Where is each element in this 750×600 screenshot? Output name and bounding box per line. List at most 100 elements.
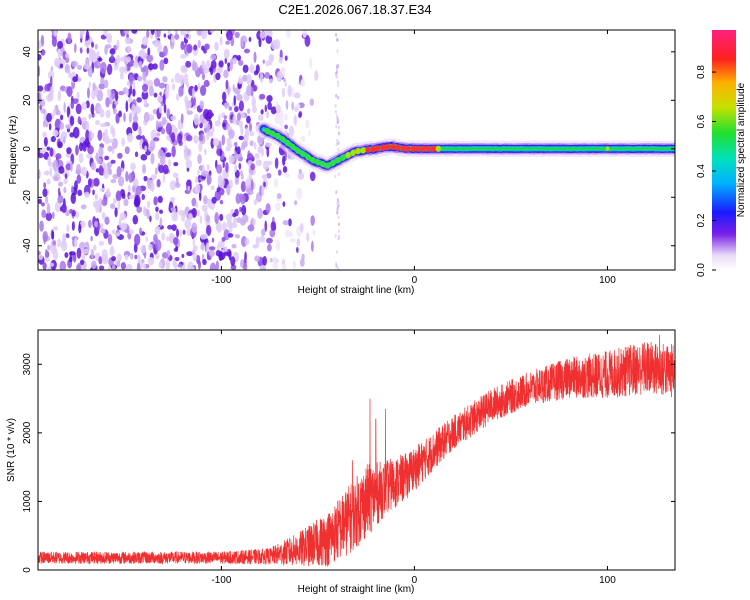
heatmap-noise-cell [257, 207, 263, 219]
heatmap-noise-cell [268, 78, 274, 84]
colorbar-tick-label: 0.0 [696, 263, 707, 277]
heatmap-noise-cell [195, 202, 199, 209]
heatmap-sparse-cell [334, 104, 337, 108]
heatmap-hot-spot [265, 128, 271, 135]
heatmap-noise-cell [106, 187, 110, 197]
heatmap-noise-cell [100, 77, 105, 84]
heatmap-noise-cell [148, 179, 154, 192]
heatmap-noise-cell [115, 190, 122, 202]
heatmap-noise-cell [59, 260, 67, 270]
heatmap-noise-cell [39, 220, 44, 232]
heatmap-noise-cell [125, 100, 129, 113]
heatmap-noise-cell [80, 166, 88, 176]
heatmap-noise-cell [215, 249, 221, 257]
heatmap-noise-cell [82, 248, 89, 255]
heatmap-noise-cell [88, 81, 91, 89]
heatmap-hot-spot [420, 145, 426, 152]
heatmap-noise-cell [211, 196, 217, 204]
heatmap-hot-spot [315, 159, 321, 166]
heatmap-noise-cell [104, 155, 110, 161]
heatmap-noise-cell [167, 224, 173, 230]
heatmap-noise-cell [69, 208, 74, 214]
heatmap-noise-cell [132, 214, 139, 225]
heatmap-noise-cell [117, 152, 123, 159]
heatmap-sparse-cell [335, 32, 338, 37]
heatmap-noise-cell [154, 212, 160, 221]
heatmap-noise-cell [68, 256, 73, 263]
heatmap-noise-cell [209, 246, 216, 251]
heatmap-noise-cell [246, 153, 254, 161]
y-tick-label: 2000 [22, 421, 33, 444]
heatmap-noise-cell [85, 129, 90, 142]
heatmap-noise-cell [132, 88, 136, 97]
heatmap-sparse-cell [337, 147, 340, 152]
heatmap-noise-cell [209, 30, 215, 33]
heatmap-noise-cell [204, 43, 210, 51]
heatmap-noise-cell [203, 79, 210, 87]
heatmap-noise-cell [77, 116, 82, 125]
snr-x-ticks: -100 0 100 [211, 330, 616, 586]
heatmap-noise-cell [234, 234, 241, 239]
heatmap-noise-cell [155, 239, 162, 252]
heatmap-noise-cell [281, 87, 286, 98]
heatmap-noise-cell [38, 53, 42, 61]
heatmap-sparse-cell [336, 207, 339, 212]
heatmap-noise-cell [65, 53, 70, 59]
heatmap-noise-cell [125, 171, 129, 182]
heatmap-noise-cell [217, 240, 225, 249]
heatmap-noise-cell [141, 36, 149, 46]
heatmap-noise-cell [139, 227, 143, 236]
heatmap-noise-cell [282, 201, 286, 207]
heatmap-noise-cell [110, 54, 114, 60]
heatmap-noise-cell [127, 184, 131, 193]
heatmap-noise-cell [121, 137, 125, 147]
heatmap-noise-cell [240, 219, 246, 226]
heatmap-noise-cell [275, 239, 281, 251]
heatmap-hot-spot [430, 145, 436, 152]
heatmap-noise-cell [140, 244, 147, 255]
heatmap-noise-cell [232, 216, 237, 225]
heatmap-noise-cell [265, 142, 272, 148]
heatmap-noise-cell [263, 181, 266, 188]
heatmap-noise-cell [197, 82, 201, 91]
heatmap-noise-cell [215, 72, 221, 81]
heatmap-hot-spot [305, 153, 311, 161]
heatmap-noise-cell [95, 152, 99, 162]
heatmap-noise-cell [57, 187, 61, 195]
heatmap-noise-cell [230, 222, 238, 229]
heatmap-noise-cell [106, 33, 113, 44]
x-tick-label: -100 [211, 275, 231, 286]
heatmap-noise-cell [219, 200, 224, 205]
heatmap-noise-cell [68, 251, 76, 256]
heatmap-noise-cell [193, 113, 200, 126]
heatmap-hot-spot [345, 152, 351, 159]
heatmap-noise-cell [100, 123, 107, 128]
heatmap-noise-cell [59, 63, 64, 69]
heatmap-noise-cell [147, 63, 155, 71]
heatmap-noise-cell [197, 209, 200, 218]
heatmap-noise-cell [78, 142, 84, 152]
heatmap-noise-cell [255, 159, 262, 167]
heatmap-noise-cell [228, 250, 232, 261]
heatmap-noise-cell [105, 109, 111, 119]
heatmap-noise-cell [273, 39, 281, 50]
heatmap-sparse-cell [337, 83, 340, 88]
heatmap-noise-cell [252, 84, 258, 92]
heatmap-noise-cell [85, 120, 90, 133]
heatmap-noise-cell [97, 106, 103, 113]
heatmap-noise-cell [270, 257, 273, 263]
heatmap-noise-cell [108, 265, 111, 270]
heatmap-noise-cell [185, 33, 189, 38]
heatmap-noise-cell [192, 245, 198, 252]
heatmap-noise-cell [185, 30, 192, 34]
heatmap-noise-cell [80, 116, 87, 123]
heatmap-noise-cell [133, 178, 139, 187]
heatmap-noise-cell [97, 57, 103, 62]
heatmap-noise-cell [159, 91, 162, 96]
heatmap-noise-cell [265, 35, 273, 44]
heatmap-noise-cell [44, 248, 48, 259]
heatmap-noise-cell [191, 197, 197, 207]
heatmap-noise-cell [136, 135, 142, 140]
heatmap-hot-spot [350, 149, 356, 157]
heatmap-noise-cell [146, 54, 153, 63]
